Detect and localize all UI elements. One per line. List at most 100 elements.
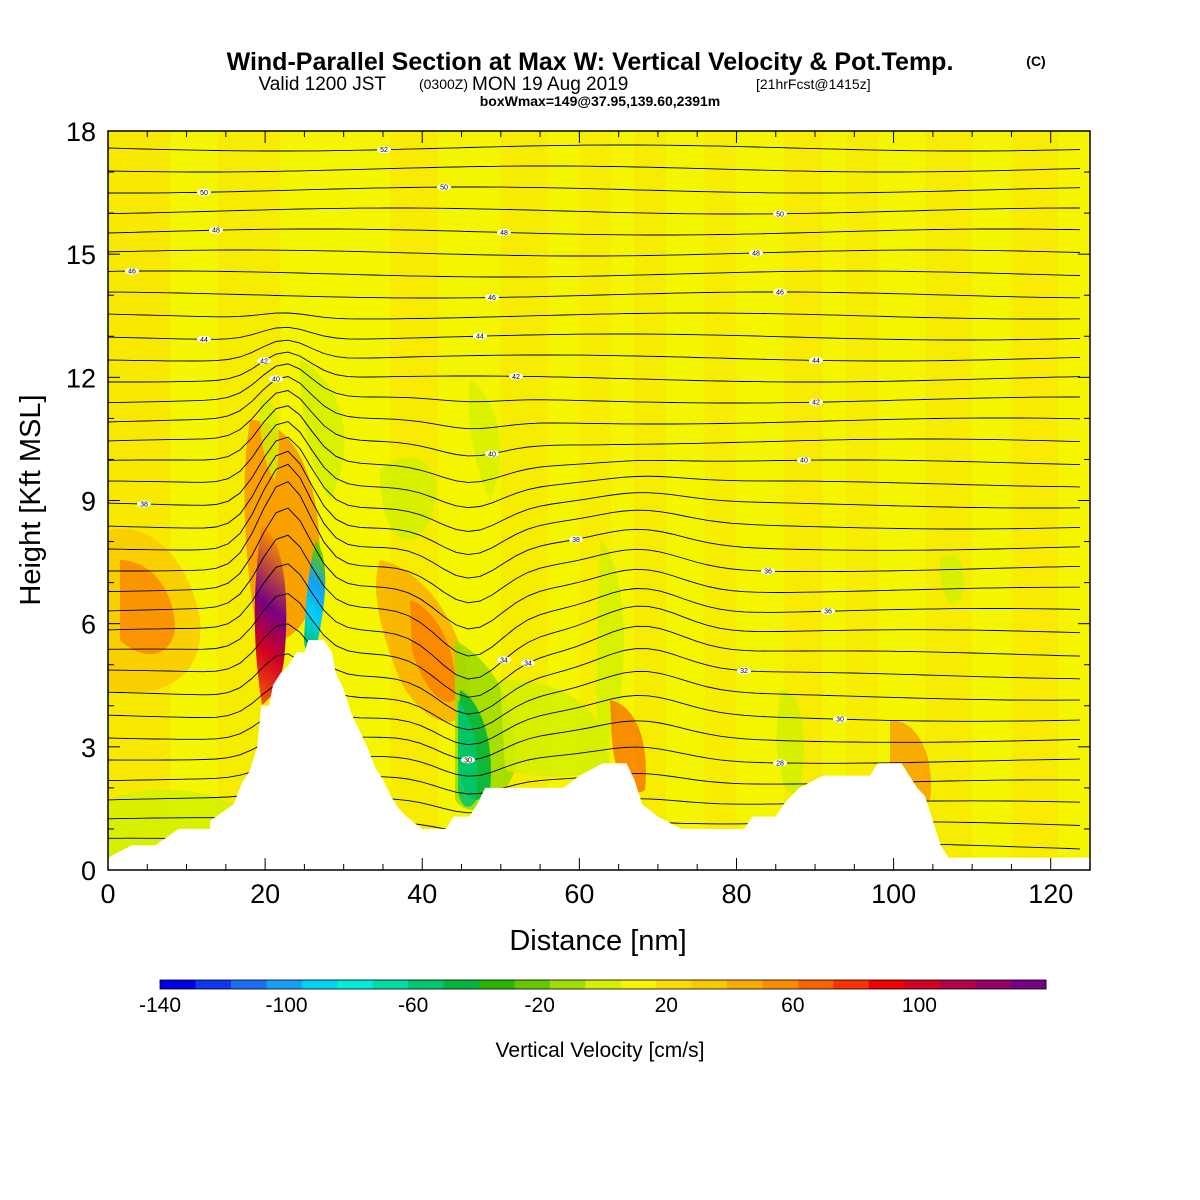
y-axis-label: Height [Kft MSL] [15,394,47,605]
contour-label-bg [737,667,751,675]
theta-contour [108,593,1081,698]
theta-contour [108,186,1081,194]
colorbar-swatch [656,980,693,989]
contour-label: 48 [212,228,220,235]
contour-label-bg [497,228,511,236]
colorbar-swatch [904,980,941,989]
x-tick-label: 80 [721,879,751,909]
x-tick-label: 20 [250,879,280,909]
y-tick-label: 6 [81,610,96,640]
colorbar-swatch [372,980,409,989]
contour-label-bg [569,535,583,543]
theta-contour [108,405,1081,483]
colorbar-swatch [549,980,586,989]
contour-label: 42 [812,400,820,407]
colorbar-swatch [797,980,834,989]
contour-label: 34 [500,657,508,664]
velocity-feature [410,600,456,702]
colorbar-swatch [301,980,338,989]
valid-time: Valid 1200 JST [259,74,387,95]
colorbar-swatch [585,980,622,989]
contour-label: 50 [440,185,448,192]
contour-label-bg [125,267,139,275]
velocity-feature [380,458,437,541]
velocity-feature [596,540,624,745]
colorbar-tick-label: 20 [655,994,678,1017]
contour-label: 46 [776,290,784,297]
colorbar-swatch [408,980,445,989]
y-tick-label: 0 [81,856,96,886]
x-axis-label: Distance [nm] [509,925,686,957]
x-tick-label: 120 [1028,879,1073,909]
contour-label-bg [257,357,271,365]
plot-area: 52 50 50 50 48 48 48 46 46 46 44 44 44 42 42 42 40 40 40 38… [108,131,1090,870]
y-tick-label: 3 [81,733,96,763]
colorbar-swatch [727,980,763,989]
axis-ticks [107,130,1091,871]
contour-label-bg [521,659,535,667]
contour-label-bg [461,756,475,764]
theta-contour [108,228,1081,236]
colorbar-swatch [478,980,515,989]
contour-label-bg [377,146,391,154]
theta-contour [108,507,1080,630]
contour-label-bg [809,398,823,406]
contour-label: 40 [488,451,496,458]
theta-contour [108,249,1081,257]
contour-label: 30 [836,717,844,724]
x-tick-label: 100 [871,879,916,909]
colorbar-label: Vertical Velocity [cm/s] [496,1039,705,1062]
contour-label: 48 [500,230,508,237]
contour-label: 48 [752,250,760,257]
valid-utc: (0300Z) [419,76,468,92]
contour-label-bg [809,356,823,364]
chart-subtitle: boxWmax=149@37.95,139.60,2391m [480,93,721,109]
theta-contour [108,312,1081,320]
contour-label: 42 [512,374,520,381]
velocity-feature [120,560,175,654]
y-tick-label: 12 [66,363,96,393]
contour-label: 46 [128,269,136,276]
contour-label: 42 [260,358,268,365]
colorbar-swatch [620,980,657,989]
colorbar-tick-label: -60 [398,994,428,1017]
colorbar-tick-label: 60 [781,994,804,1017]
contour-label-bg [773,759,787,767]
theta-contour [108,144,1081,152]
colorbar-swatch [514,980,551,989]
forecast-info: [21hrFcst@1415z] [756,76,871,92]
contour-label-bg [437,183,451,191]
theta-contour [108,270,1081,278]
contour-label-bg [485,294,499,302]
downdraft-core [458,700,478,807]
theta-contour [108,463,1081,579]
contour-label-bg [509,372,523,380]
contour-label: 50 [200,190,208,197]
contour-label: 38 [140,502,148,509]
contour-label-bg [137,500,151,508]
y-tick-label: 9 [81,487,96,517]
colorbar-swatch [230,980,267,989]
theta-contour [108,326,1081,341]
theta-contour [108,421,1081,509]
velocity-band [925,131,973,870]
theta-contour [108,653,1080,731]
theta-contour [108,481,1081,604]
contour-label: 32 [740,668,748,675]
contour-label-bg [485,450,499,458]
x-tick-label: 40 [407,879,437,909]
contour-label: 36 [764,569,772,576]
theta-contour [108,376,1081,430]
title-block: Wind-Parallel Section at Max W: Vertical… [227,48,1046,109]
theta-contour [108,623,1081,715]
contour-label: 44 [200,337,208,344]
contour-label: 34 [524,661,532,668]
y-tick-label: 18 [66,117,96,147]
updraft-core [254,525,287,705]
theta-contour [108,291,1081,299]
contour-label-bg [749,249,763,257]
contour-label-bg [197,188,211,196]
chart-title: Wind-Parallel Section at Max W: Vertical… [227,48,954,76]
